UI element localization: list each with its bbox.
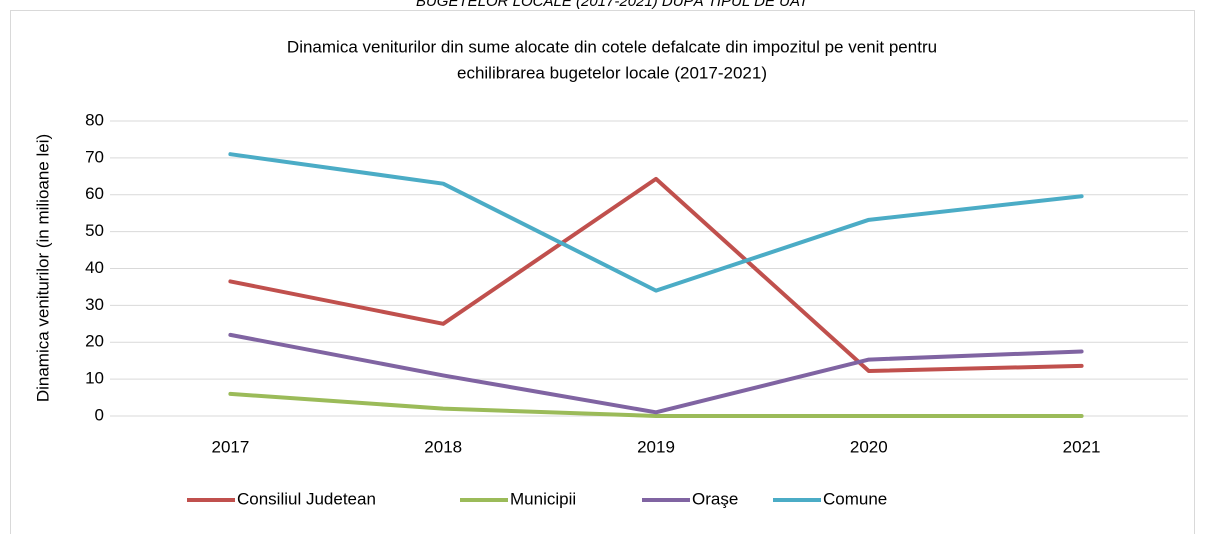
y-tick-label: 60: [85, 184, 104, 203]
y-tick-label: 20: [85, 332, 104, 351]
x-tick-label: 2020: [850, 437, 888, 456]
caption: BUGETELOR LOCALE (2017-2021) DUPĂ TIPUL …: [416, 0, 810, 10]
x-tick-label: 2017: [211, 437, 249, 456]
legend-label: Municipii: [510, 489, 576, 508]
legend-label: Consiliul Judetean: [237, 489, 376, 508]
chart-frame: [10, 10, 1195, 534]
y-tick-label: 50: [85, 221, 104, 240]
data-line: [228, 176, 1084, 374]
y-tick-label: 70: [85, 147, 104, 166]
data-line: [228, 152, 1084, 293]
x-tick-label: 2018: [424, 437, 462, 456]
chart-title: echilibrarea bugetelor locale (2017-2021…: [457, 63, 767, 82]
y-tick-label: 30: [85, 295, 104, 314]
chart-title: Dinamica veniturilor din sume alocate di…: [287, 37, 937, 56]
data-line: [228, 391, 1084, 418]
y-axis-label: Dinamica veniturilor (in milioane lei): [33, 134, 52, 402]
y-tick-label: 10: [85, 369, 104, 388]
y-tick-label: 40: [85, 258, 104, 277]
legend-label: Oraşe: [692, 489, 738, 508]
x-tick-label: 2019: [637, 437, 675, 456]
x-tick-label: 2021: [1063, 437, 1101, 456]
y-tick-label: 80: [85, 110, 104, 129]
data-line: [228, 332, 1084, 415]
legend-label: Comune: [823, 489, 887, 508]
y-tick-label: 0: [95, 405, 104, 424]
